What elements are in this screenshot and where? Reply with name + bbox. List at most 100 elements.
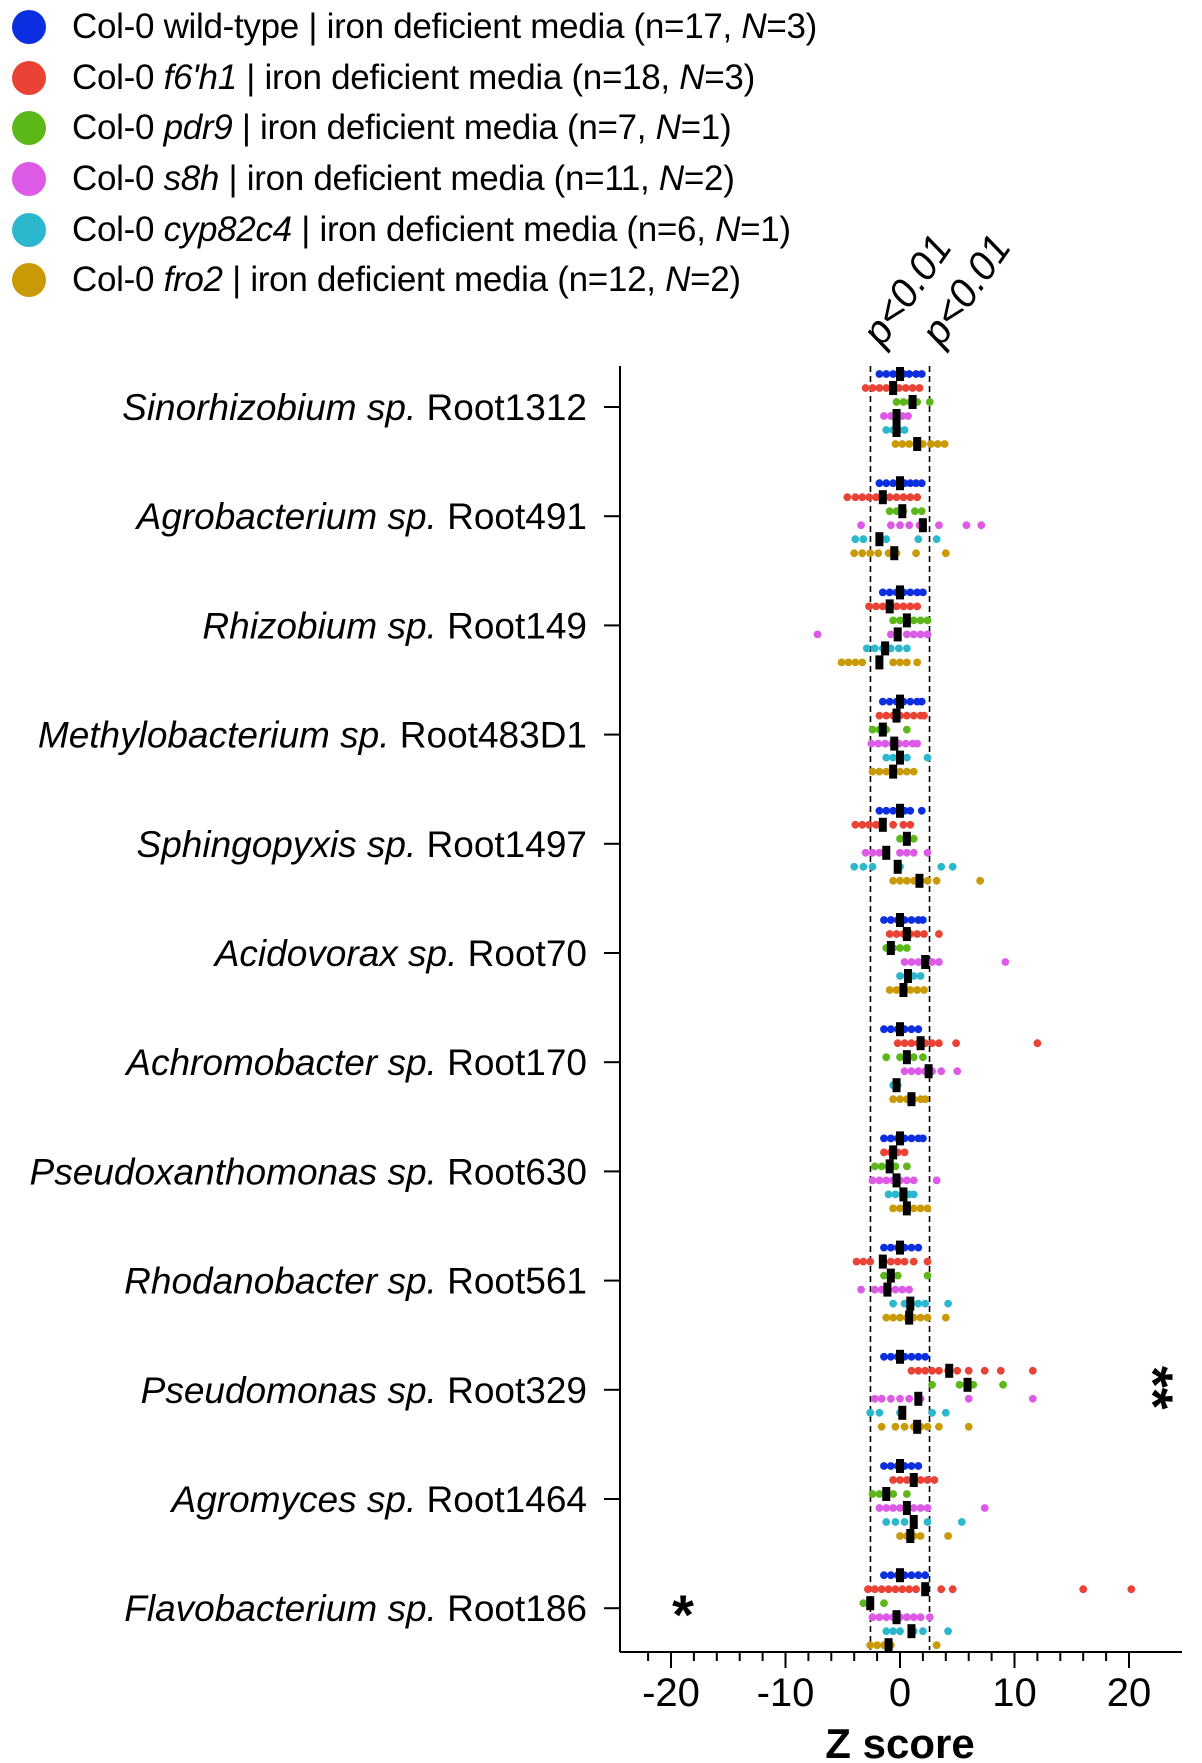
data-point: [906, 820, 915, 829]
data-point: [859, 1257, 868, 1266]
legend-marker: [12, 263, 46, 298]
strain-genus: Rhodanobacter sp.: [124, 1261, 437, 1302]
data-point: [900, 958, 909, 966]
strain-root: Root149: [437, 605, 587, 646]
data-point: [902, 876, 911, 885]
median-marker: [878, 817, 887, 832]
data-point: [885, 697, 894, 706]
data-point: [905, 521, 914, 530]
median-marker: [905, 1310, 914, 1325]
median-marker: [896, 1131, 904, 1146]
legend-label: Col-0 f6'h1 | iron deficient media (n=18…: [72, 58, 755, 98]
data-point: [914, 1067, 923, 1076]
data-point: [935, 1422, 943, 1431]
legend: Col-0 wild-type | iron deficient media (…: [12, 2, 817, 306]
data-point: [896, 834, 904, 843]
data-point: [935, 1039, 943, 1048]
strain-label: Rhizobium sp. Root149: [202, 605, 587, 646]
data-point: [896, 1053, 904, 1062]
data-point: [881, 739, 890, 748]
data-point: [909, 1204, 918, 1213]
strain-label: Pseudomonas sp. Root329: [141, 1370, 587, 1411]
data-point: [885, 588, 894, 597]
median-marker: [896, 1240, 904, 1255]
data-point: [913, 658, 922, 667]
data-point: [861, 384, 870, 392]
data-point: [902, 753, 911, 762]
data-point: [857, 1285, 865, 1294]
data-point: [932, 1176, 941, 1185]
strain-root: Root491: [437, 496, 587, 537]
data-point: [916, 1613, 925, 1622]
median-marker: [881, 641, 890, 656]
data-point: [905, 440, 914, 448]
data-point: [880, 1134, 888, 1143]
data-point: [882, 711, 891, 720]
data-point: [889, 616, 898, 625]
legend-n-label: N: [665, 260, 691, 300]
data-point: [880, 1243, 888, 1252]
x-tick-label: 20: [1107, 1671, 1152, 1715]
data-point: [893, 1039, 902, 1048]
data-point: [909, 616, 918, 625]
x-tick-label: 10: [992, 1671, 1037, 1715]
data-point: [902, 1613, 911, 1622]
data-point: [909, 1053, 918, 1062]
data-point: [976, 876, 985, 885]
strain-genus: Agromyces sp.: [170, 1479, 417, 1520]
data-point: [902, 1476, 911, 1484]
median-marker: [886, 941, 895, 955]
data-point: [923, 1313, 932, 1322]
legend-media: | iron deficient media (n=11,: [219, 159, 659, 199]
median-marker: [892, 708, 901, 723]
data-point: [944, 1627, 952, 1636]
data-point: [878, 697, 887, 706]
data-point: [896, 616, 904, 625]
data-point: [886, 1394, 895, 1403]
strain-label: Pseudoxanthomonas sp. Root630: [30, 1151, 587, 1192]
data-point: [889, 479, 898, 488]
legend-prefix: Col-0: [72, 159, 164, 199]
strain-root: Root630: [437, 1151, 587, 1192]
data-point: [906, 806, 915, 815]
data-point: [902, 944, 911, 952]
data-point: [868, 1490, 877, 1498]
median-marker: [882, 845, 891, 860]
data-point: [889, 820, 898, 829]
strain-label: Agrobacterium sp. Root491: [135, 496, 587, 537]
data-point: [872, 820, 880, 829]
data-point: [892, 986, 901, 994]
data-point: [923, 616, 932, 625]
data-point: [886, 1257, 895, 1266]
data-point: [937, 1067, 946, 1076]
median-marker: [892, 409, 901, 423]
data-point: [913, 930, 922, 938]
data-point: [944, 1299, 952, 1308]
data-point: [865, 820, 873, 829]
legend-item: Col-0 fro2 | iron deficient media (n=12,…: [12, 255, 817, 306]
legend-media: | iron deficient media (n=7,: [232, 108, 656, 148]
data-point: [907, 1352, 916, 1361]
data-point: [906, 697, 915, 706]
legend-marker: [12, 162, 46, 197]
data-point: [874, 739, 883, 748]
data-point: [905, 1394, 914, 1403]
data-point: [882, 370, 891, 378]
median-marker: [884, 1638, 893, 1653]
data-point: [908, 384, 917, 392]
legend-n-value: =2): [690, 260, 741, 300]
data-point: [1028, 1394, 1037, 1403]
data-point: [837, 658, 846, 667]
data-point: [917, 370, 926, 378]
data-point: [885, 986, 894, 994]
data-point: [900, 1257, 909, 1266]
strain-genus: Pseudomonas sp.: [141, 1370, 437, 1411]
data-point: [900, 1067, 909, 1076]
data-point: [844, 658, 853, 667]
data-point: [891, 1190, 900, 1199]
data-point: [909, 767, 918, 776]
data-point: [889, 1627, 898, 1636]
data-point: [909, 848, 918, 857]
data-point: [898, 1285, 907, 1294]
data-point: [882, 1613, 891, 1622]
